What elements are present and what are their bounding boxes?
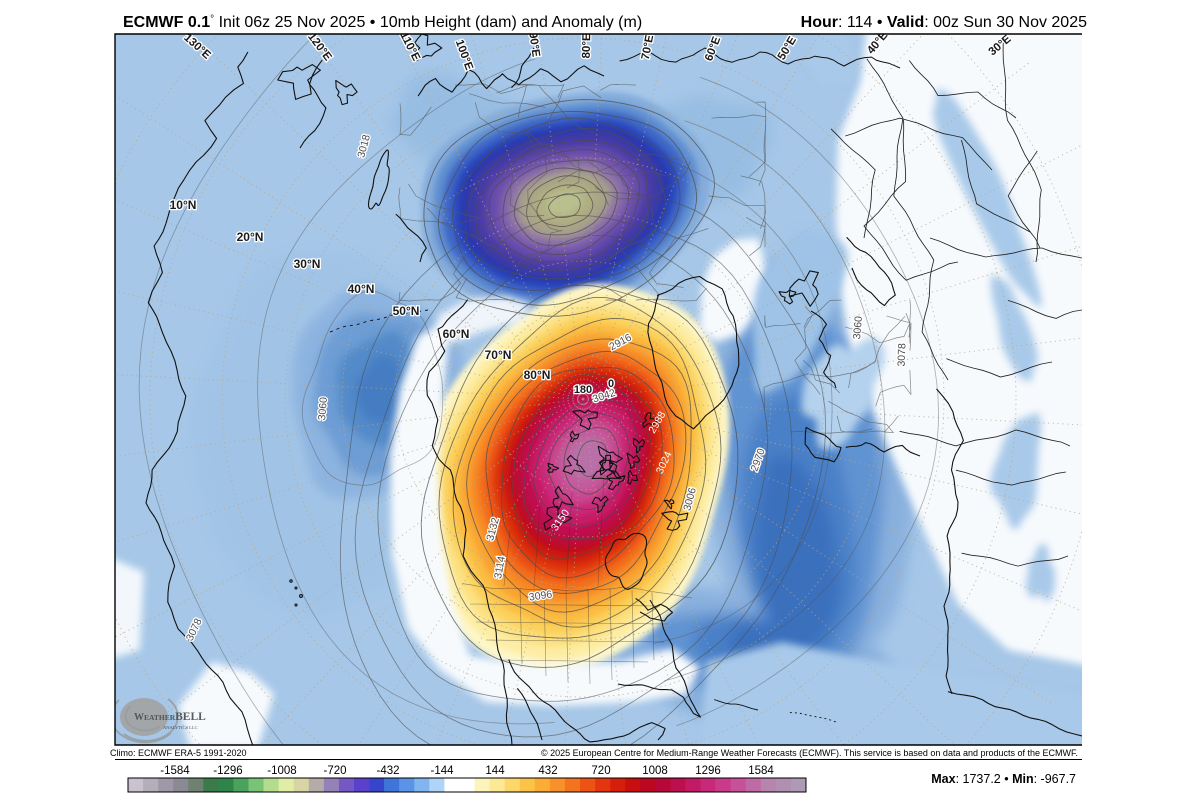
- svg-text:20°N: 20°N: [237, 230, 264, 244]
- svg-text:1296: 1296: [695, 765, 721, 777]
- svg-text:1584: 1584: [748, 765, 774, 777]
- svg-text:3114: 3114: [492, 555, 508, 579]
- svg-text:3096: 3096: [528, 588, 553, 603]
- svg-text:30°N: 30°N: [294, 257, 321, 271]
- svg-text:60°N: 60°N: [443, 327, 470, 341]
- svg-text:3132: 3132: [484, 516, 502, 542]
- svg-text:-432: -432: [376, 765, 399, 777]
- svg-text:70°N: 70°N: [485, 348, 512, 362]
- svg-text:0: 0: [608, 378, 614, 390]
- svg-text:90°E: 90°E: [526, 31, 541, 58]
- svg-text:10°N: 10°N: [170, 198, 197, 212]
- svg-text:-1584: -1584: [160, 765, 190, 777]
- svg-text:WEATHERBELL: WEATHERBELL: [134, 711, 206, 723]
- svg-text:-1008: -1008: [267, 765, 296, 777]
- svg-text:80°E: 80°E: [581, 33, 593, 59]
- svg-text:Climo: ECMWF ERA-5 1991-2020: Climo: ECMWF ERA-5 1991-2020: [110, 748, 247, 758]
- svg-text:© 2025 European Centre for Med: © 2025 European Centre for Medium-Range …: [541, 748, 1078, 758]
- svg-text:144: 144: [485, 765, 505, 777]
- svg-text:180: 180: [574, 384, 592, 396]
- svg-text:Hour: 114 • Valid: 00z Sun 30: Hour: 114 • Valid: 00z Sun 30 Nov 2025: [801, 14, 1087, 31]
- svg-text:40°N: 40°N: [348, 282, 375, 296]
- svg-text:ECMWF 0.1° Init 06z 25 Nov 202: ECMWF 0.1° Init 06z 25 Nov 2025 • 10mb H…: [123, 14, 642, 31]
- svg-text:80°N: 80°N: [524, 368, 551, 382]
- svg-text:1008: 1008: [642, 765, 668, 777]
- svg-text:-1296: -1296: [213, 765, 242, 777]
- svg-text:-720: -720: [323, 765, 346, 777]
- svg-text:3060: 3060: [851, 315, 865, 339]
- svg-text:50°N: 50°N: [393, 304, 420, 318]
- svg-text:432: 432: [538, 765, 557, 777]
- svg-text:3078: 3078: [896, 343, 909, 367]
- svg-text:3060: 3060: [316, 396, 330, 420]
- svg-text:Max: 1737.2 • Min: -967.7: Max: 1737.2 • Min: -967.7: [931, 772, 1076, 786]
- svg-text:720: 720: [591, 765, 610, 777]
- svg-text:ANALYTICS LLC: ANALYTICS LLC: [163, 725, 198, 730]
- svg-text:-144: -144: [430, 765, 454, 777]
